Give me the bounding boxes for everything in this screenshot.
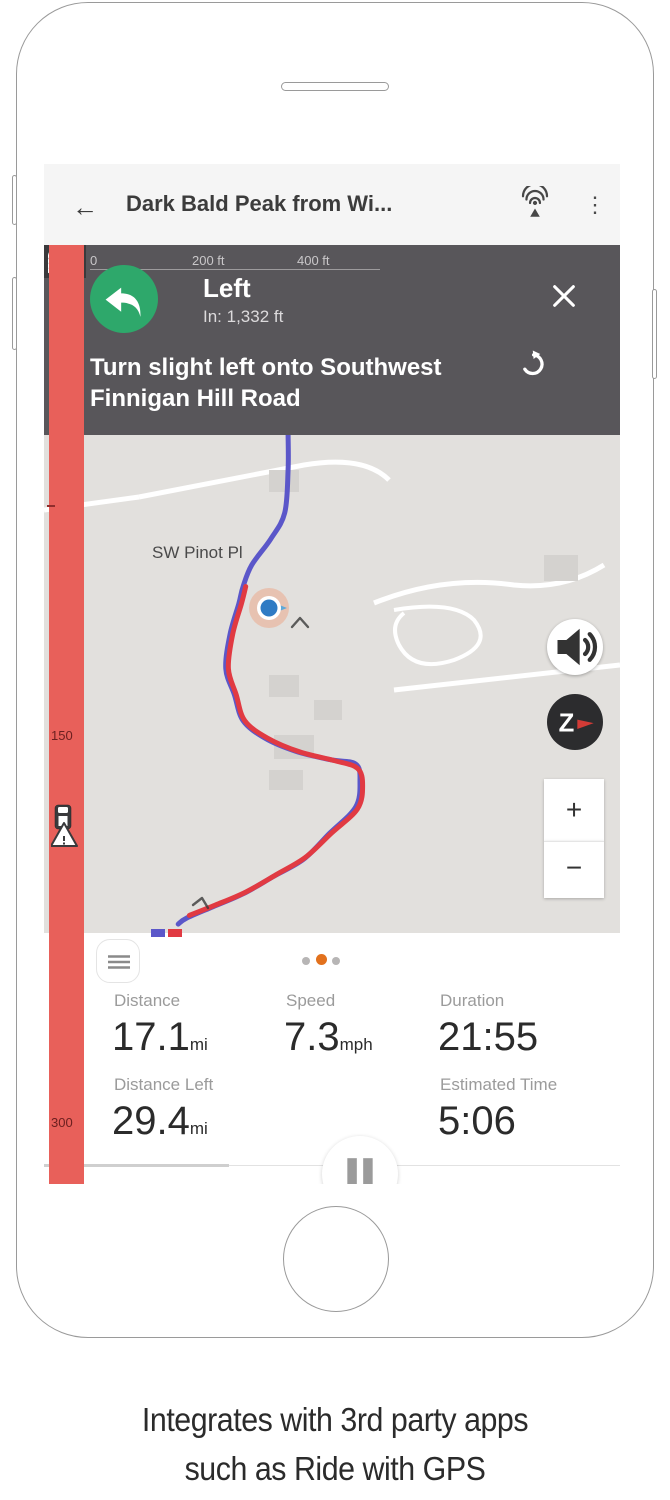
svg-text:Z: Z [559,709,575,737]
